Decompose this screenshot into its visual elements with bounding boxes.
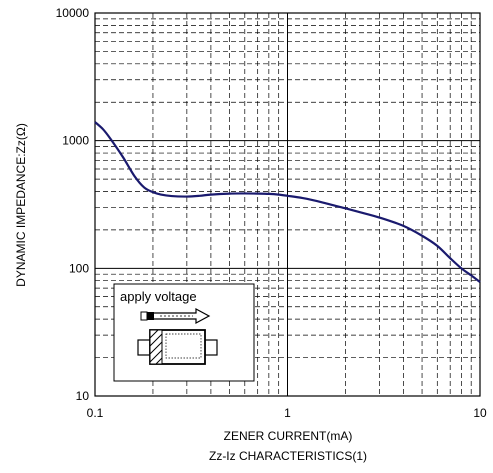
y-tick-label: 1000 — [62, 134, 89, 148]
x-tick-label: 1 — [284, 406, 291, 420]
x-tick-labels: 0.1 1 10 — [87, 406, 487, 420]
y-tick-label: 10000 — [56, 6, 90, 20]
x-tick-label: 10 — [473, 406, 487, 420]
arrow-icon — [140, 307, 211, 325]
x-tick-label: 0.1 — [87, 406, 104, 420]
y-axis-label: DYNAMIC IMPEDANCE:Zz(Ω) — [14, 123, 28, 287]
y-tick-label: 10 — [76, 389, 90, 403]
series-line-zz — [94, 121, 481, 283]
x-axis-label: ZENER CURRENT(mA) — [224, 429, 353, 443]
y-tick-labels: 10 100 1000 10000 — [56, 6, 90, 403]
chart-caption: Zz-Iz CHARACTERISTICS(1) — [209, 449, 367, 463]
diode-package-icon — [137, 329, 218, 365]
inset-legend-box: apply voltage — [113, 283, 255, 382]
plot-frame — [94, 12, 481, 397]
inset-label: apply voltage — [120, 289, 197, 304]
y-tick-label: 100 — [69, 261, 89, 275]
